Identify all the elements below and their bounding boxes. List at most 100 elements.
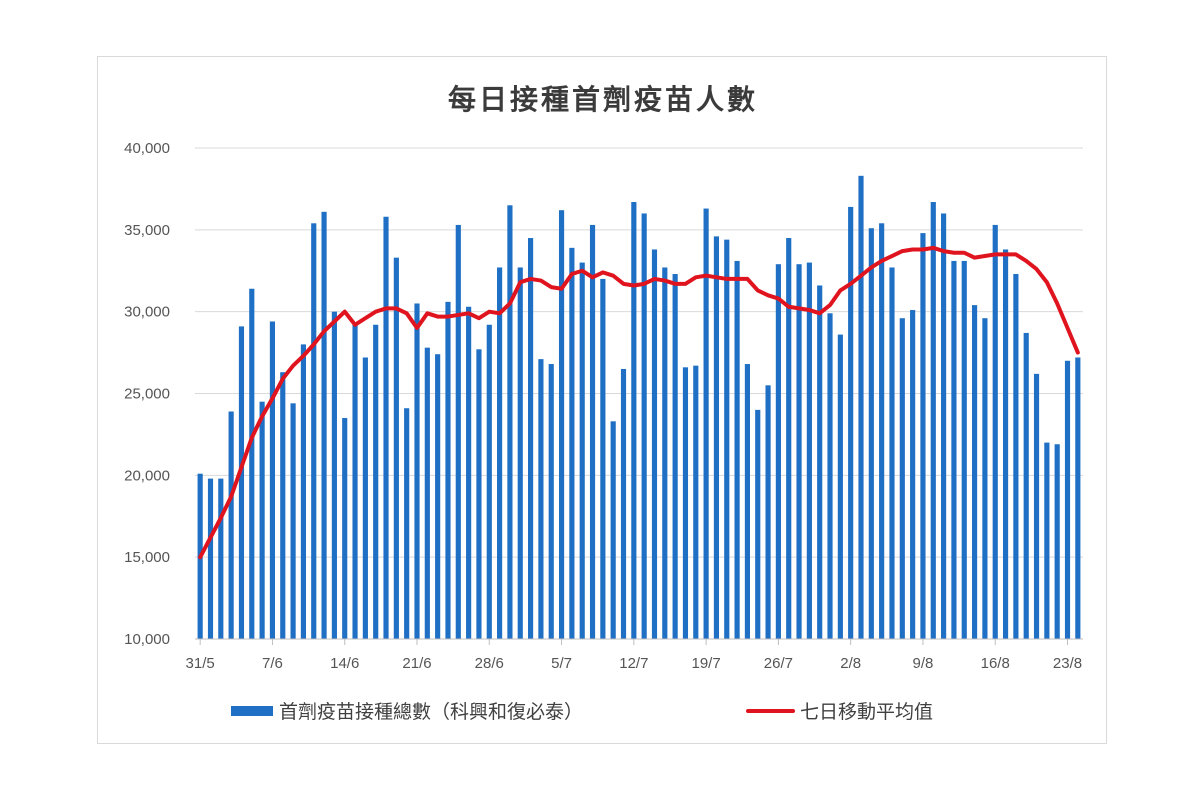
bar	[259, 401, 265, 639]
bar	[631, 202, 637, 639]
bar	[207, 478, 214, 639]
y-tick-label: 35,000	[124, 222, 170, 239]
bar	[693, 365, 699, 639]
bar	[1054, 444, 1060, 639]
bar	[362, 357, 368, 639]
bar	[920, 233, 926, 640]
bar	[1023, 332, 1029, 639]
x-tick-label: 31/5	[186, 655, 215, 672]
x-tick-label: 26/7	[764, 655, 793, 672]
bar	[992, 224, 998, 640]
bar	[548, 364, 554, 639]
legend: 首劑疫苗接種總數（科興和復必泰） 七日移動平均值	[231, 701, 933, 723]
bar	[662, 267, 668, 639]
bar	[703, 208, 709, 639]
bar	[682, 367, 689, 639]
bar	[517, 267, 523, 639]
bar	[724, 239, 730, 639]
y-tick-label: 25,000	[124, 386, 170, 403]
bar	[404, 408, 410, 639]
bar	[1064, 360, 1071, 639]
y-tick-label: 30,000	[124, 304, 170, 321]
bar	[910, 310, 916, 639]
bar	[269, 321, 276, 639]
bar	[941, 213, 947, 639]
bar	[414, 303, 420, 639]
bar	[321, 211, 327, 639]
bar	[1033, 373, 1040, 639]
x-axis	[195, 638, 1083, 645]
bar	[486, 324, 492, 639]
bar	[951, 260, 957, 639]
x-tick-label: 16/8	[981, 655, 1010, 672]
bar	[775, 264, 781, 639]
y-tick-labels: 10,000 15,000 20,000 25,000 30,000 35,000 40,0…	[124, 140, 170, 648]
bar	[744, 364, 750, 639]
y-tick-label: 10,000	[124, 631, 170, 648]
bar	[455, 224, 461, 640]
bar	[848, 206, 854, 640]
bar	[1075, 357, 1081, 639]
x-tick-label: 9/8	[913, 655, 934, 672]
bar	[589, 224, 596, 640]
bar	[879, 223, 885, 640]
legend-bar-swatch	[231, 706, 273, 716]
bar	[889, 267, 895, 639]
bar	[558, 210, 565, 639]
bar	[331, 311, 337, 639]
bar	[445, 301, 451, 639]
x-tick-label: 14/6	[330, 655, 359, 672]
bar	[620, 368, 627, 639]
bar	[238, 326, 245, 639]
legend-line-label: 七日移動平均值	[800, 701, 933, 723]
bar	[651, 249, 658, 639]
y-tick-label: 15,000	[124, 549, 170, 566]
chart-frame: 每日接種首劑疫苗人數 10,000 15,000 20,000 25,000 30,00…	[97, 56, 1107, 744]
x-tick-label: 28/6	[475, 655, 504, 672]
bar	[899, 318, 905, 639]
bar	[424, 347, 430, 639]
bar	[713, 236, 720, 639]
bar	[786, 238, 792, 639]
line-series	[198, 245, 1080, 560]
x-tick-label: 2/8	[840, 655, 861, 672]
bar	[868, 228, 874, 639]
bar	[858, 175, 864, 639]
bar	[218, 478, 224, 639]
bar	[507, 205, 513, 639]
bar	[806, 262, 812, 639]
y-tick-label: 20,000	[124, 467, 170, 484]
bar	[569, 247, 575, 639]
bar	[1044, 442, 1050, 639]
bar	[311, 223, 317, 640]
bar	[961, 260, 967, 639]
bar	[476, 349, 482, 639]
x-tick-label: 19/7	[692, 655, 721, 672]
bar	[610, 421, 616, 639]
x-tick-labels: 31/5 7/6 14/6 21/6 28/6 5/7 12/7 19/7 26/7 2/8 9/8…	[186, 655, 1083, 672]
bar	[734, 260, 740, 639]
bar	[765, 385, 771, 639]
bar	[497, 267, 503, 639]
bar	[641, 213, 647, 639]
bar	[817, 285, 823, 639]
bar	[672, 274, 678, 639]
bar	[300, 344, 306, 639]
chart-svg: 每日接種首劑疫苗人數 10,000 15,000 20,000 25,000 30,00…	[124, 83, 1083, 723]
bar	[796, 264, 802, 639]
bar	[383, 216, 389, 640]
bar	[1013, 274, 1019, 639]
x-tick-label: 23/8	[1053, 655, 1082, 672]
bar	[466, 306, 472, 639]
bar-series	[197, 175, 1081, 640]
bar	[837, 334, 843, 639]
bar	[755, 409, 761, 639]
bar	[528, 238, 534, 639]
bar	[538, 359, 544, 639]
bar	[972, 305, 978, 639]
gridlines	[195, 147, 1083, 640]
x-tick-label: 21/6	[402, 655, 431, 672]
moving-average-line	[198, 245, 1080, 560]
y-tick-label: 40,000	[124, 140, 170, 157]
bar	[249, 288, 255, 639]
